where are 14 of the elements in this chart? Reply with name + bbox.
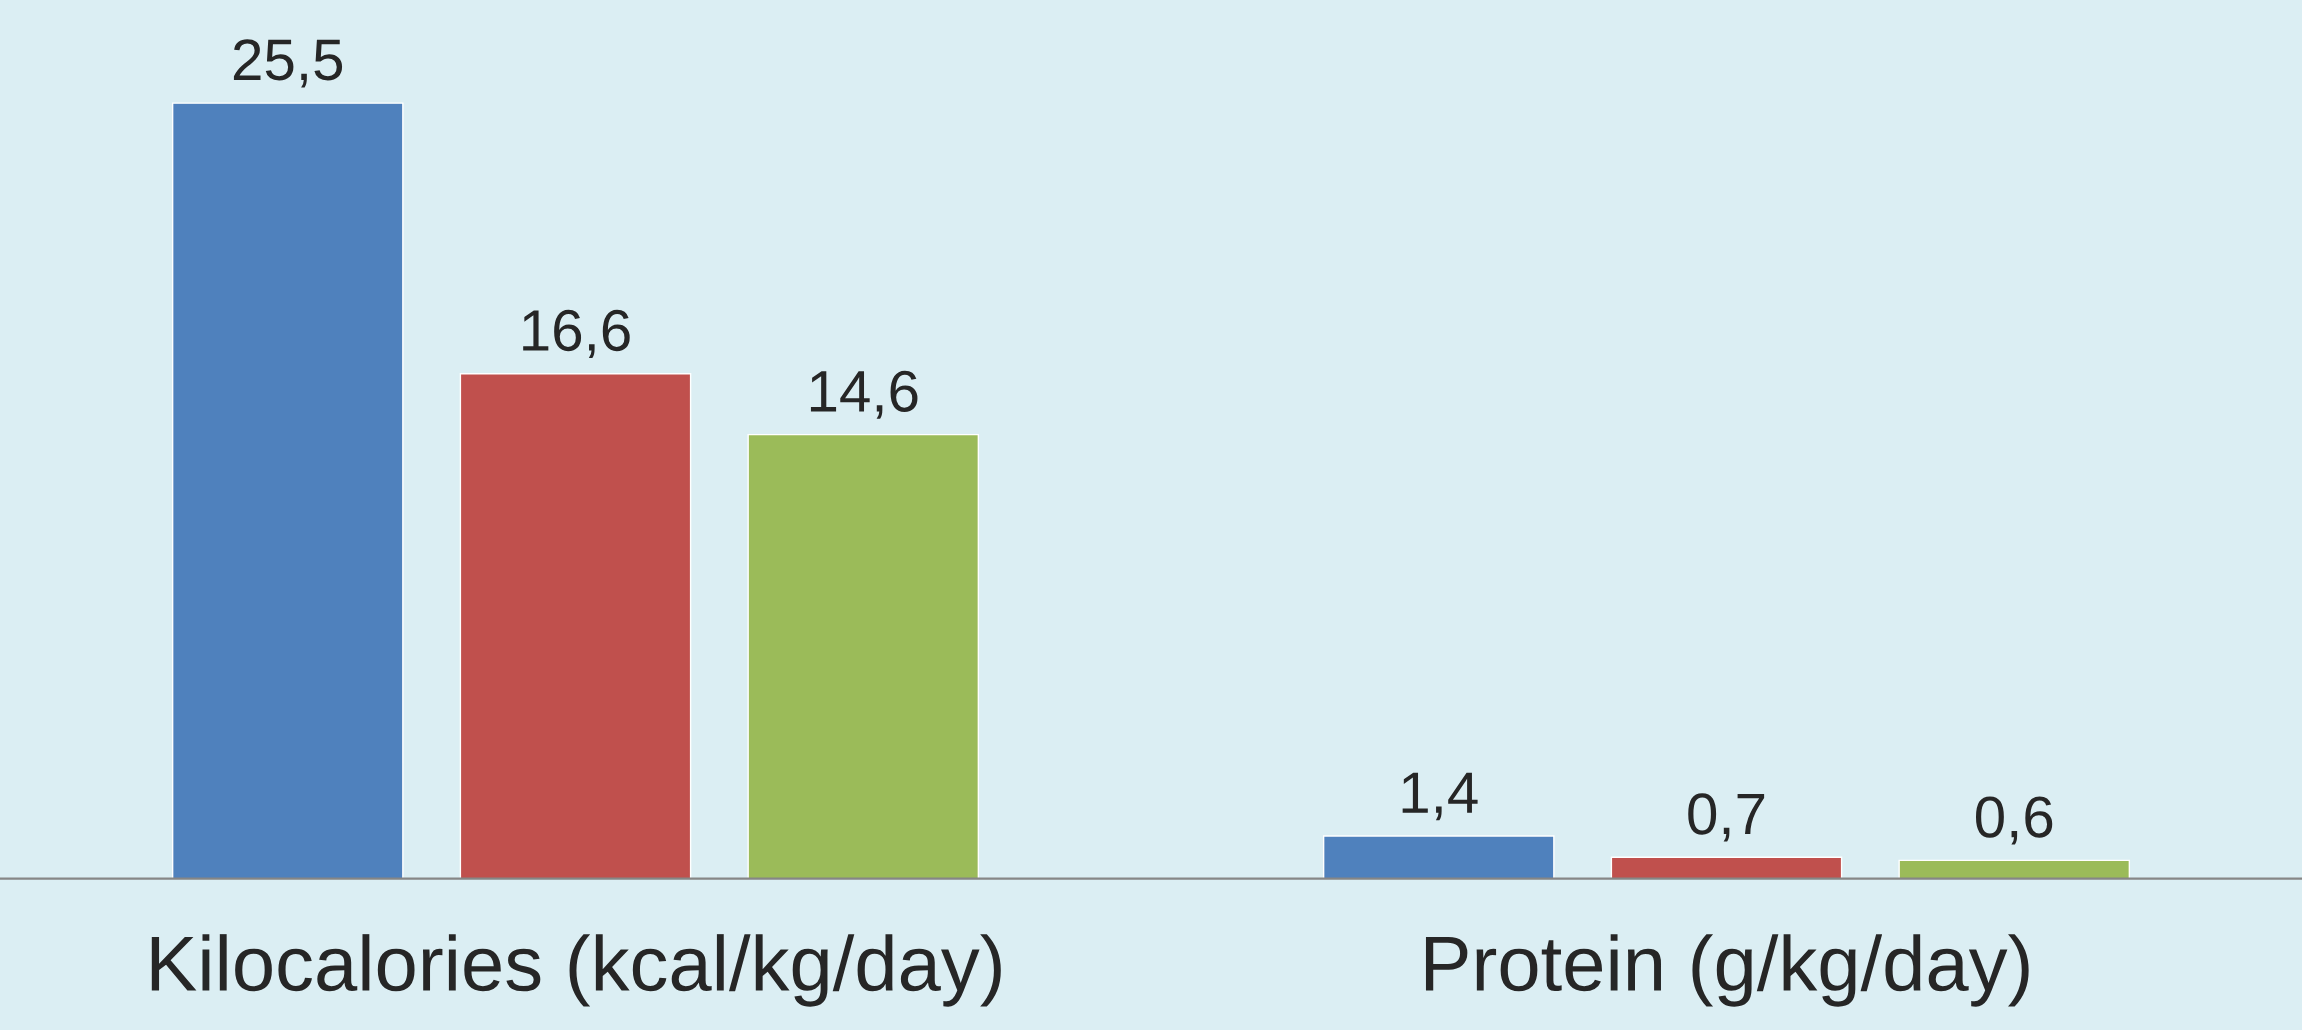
bar	[171, 102, 404, 879]
data-label: 16,6	[523, 309, 630, 359]
data-label: 0,7	[1688, 793, 1765, 842]
bar	[1610, 856, 1843, 879]
data-label: 1,4	[1402, 772, 1478, 821]
bar	[1898, 859, 2131, 879]
data-label: 14,6	[810, 370, 918, 419]
bar	[1322, 835, 1555, 879]
bar	[747, 433, 980, 879]
bar	[459, 373, 692, 879]
x-tick-label: Protein (g/kg/day)	[1425, 934, 2029, 1007]
data-label: 25,5	[233, 39, 343, 88]
data-label: 0,6	[1975, 796, 2053, 845]
x-tick-label: Kilocalories (kcal/kg/day)	[151, 934, 1001, 1007]
